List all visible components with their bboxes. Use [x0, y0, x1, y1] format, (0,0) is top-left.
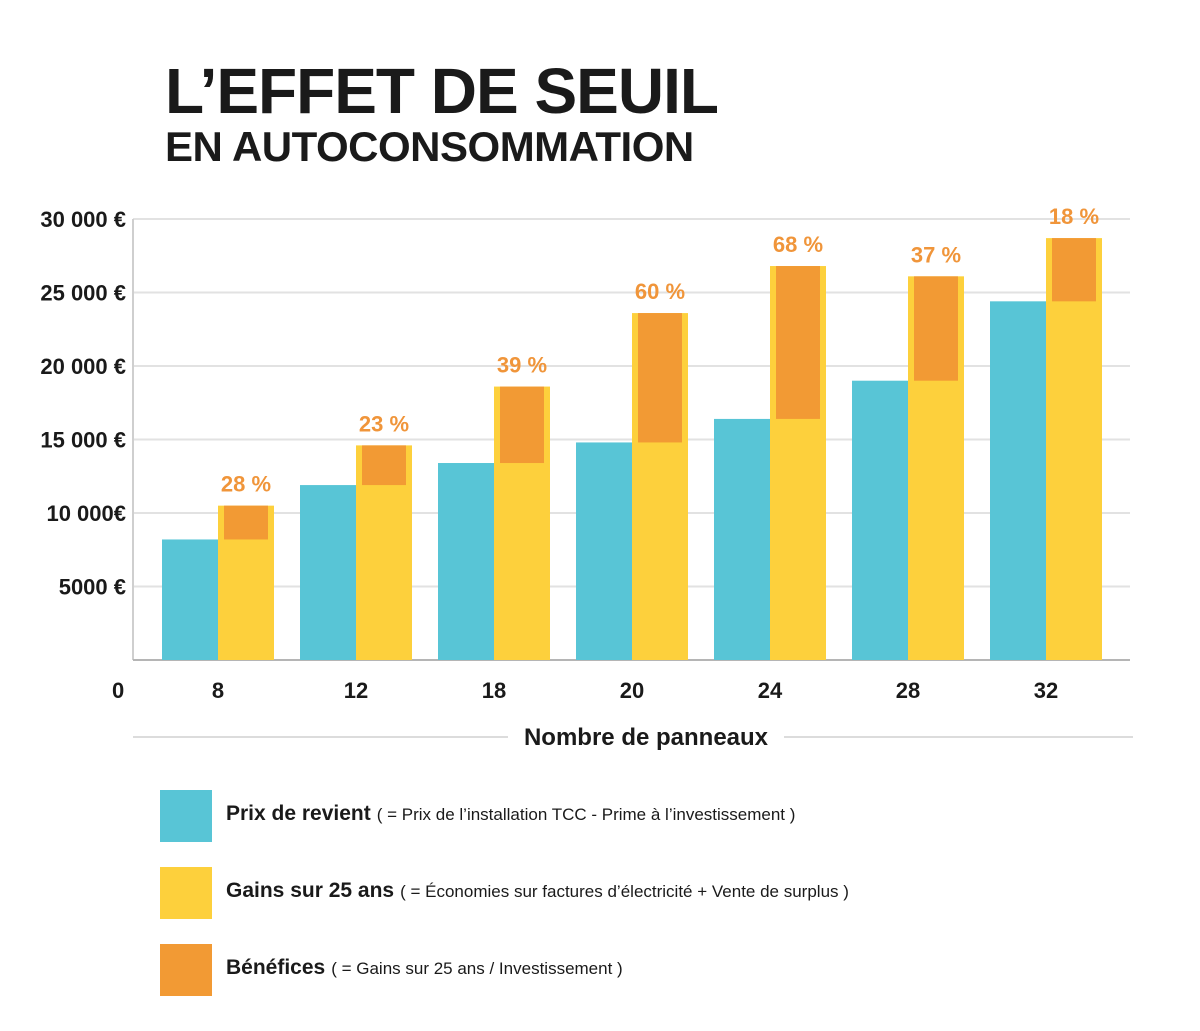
legend-desc-gains: ( = Économies sur factures d’électricité…: [400, 882, 849, 901]
y-tick-label: 20 000 €: [40, 354, 126, 379]
y-tick-label: 0: [112, 678, 124, 703]
percent-label: 23 %: [359, 411, 409, 436]
legend-swatch-profit: [160, 944, 212, 996]
bar-profit: [1052, 238, 1096, 302]
legend-swatch-gains: [160, 867, 212, 919]
y-tick-label: 30 000 €: [40, 207, 126, 232]
legend-label-profit: Bénéfices: [226, 956, 326, 979]
bar-profit: [914, 276, 958, 381]
percent-label: 68 %: [773, 232, 823, 257]
x-tick-label: 18: [482, 678, 506, 703]
x-tick-label: 8: [212, 678, 224, 703]
y-tick-label: 25 000 €: [40, 281, 126, 306]
legend-swatch-cost: [160, 790, 212, 842]
bar-cost: [576, 442, 632, 660]
title-block: L’EFFET DE SEUIL EN AUTOCONSOMMATION: [165, 55, 719, 170]
percent-label: 28 %: [221, 472, 271, 497]
percent-label: 39 %: [497, 353, 547, 378]
bar-profit: [500, 386, 544, 464]
percent-label: 18 %: [1049, 204, 1099, 229]
x-axis-title: Nombre de panneaux: [524, 724, 769, 751]
bar-cost: [714, 418, 770, 660]
y-tick-label: 10 000€: [46, 501, 126, 526]
x-tick-label: 32: [1034, 678, 1058, 703]
bar-cost: [300, 485, 356, 660]
legend-label-cost: Prix de revient: [226, 802, 371, 825]
chart-title: L’EFFET DE SEUIL: [165, 55, 719, 127]
bar-chart: 0 5000 € 10 000€ 15 000 € 20 000 € 25 000 € 30…: [40, 204, 1133, 751]
x-tick-label: 24: [758, 678, 783, 703]
bar-profit: [224, 505, 268, 540]
bar-profit: [776, 266, 820, 419]
bar-cost: [852, 380, 908, 660]
chart-subtitle: EN AUTOCONSOMMATION: [165, 123, 694, 170]
bar-cost: [162, 539, 218, 660]
percent-label: 60 %: [635, 279, 685, 304]
legend-label-gains: Gains sur 25 ans: [226, 879, 395, 902]
bar-gains: [1046, 238, 1102, 661]
bar-profit: [362, 445, 406, 486]
bar-cost: [438, 463, 494, 660]
x-tick-label: 12: [344, 678, 368, 703]
legend-desc-profit: ( = Gains sur 25 ans / Investissement ): [331, 959, 623, 978]
bar-cost: [990, 301, 1046, 660]
y-tick-label: 5000 €: [59, 575, 126, 600]
x-tick-label: 20: [620, 678, 644, 703]
y-tick-label: 15 000 €: [40, 428, 126, 453]
legend-desc-cost: ( = Prix de l’installation TCC - Prime à…: [376, 805, 796, 824]
bar-profit: [638, 313, 682, 443]
x-tick-label: 28: [896, 678, 920, 703]
percent-label: 37 %: [911, 242, 961, 267]
